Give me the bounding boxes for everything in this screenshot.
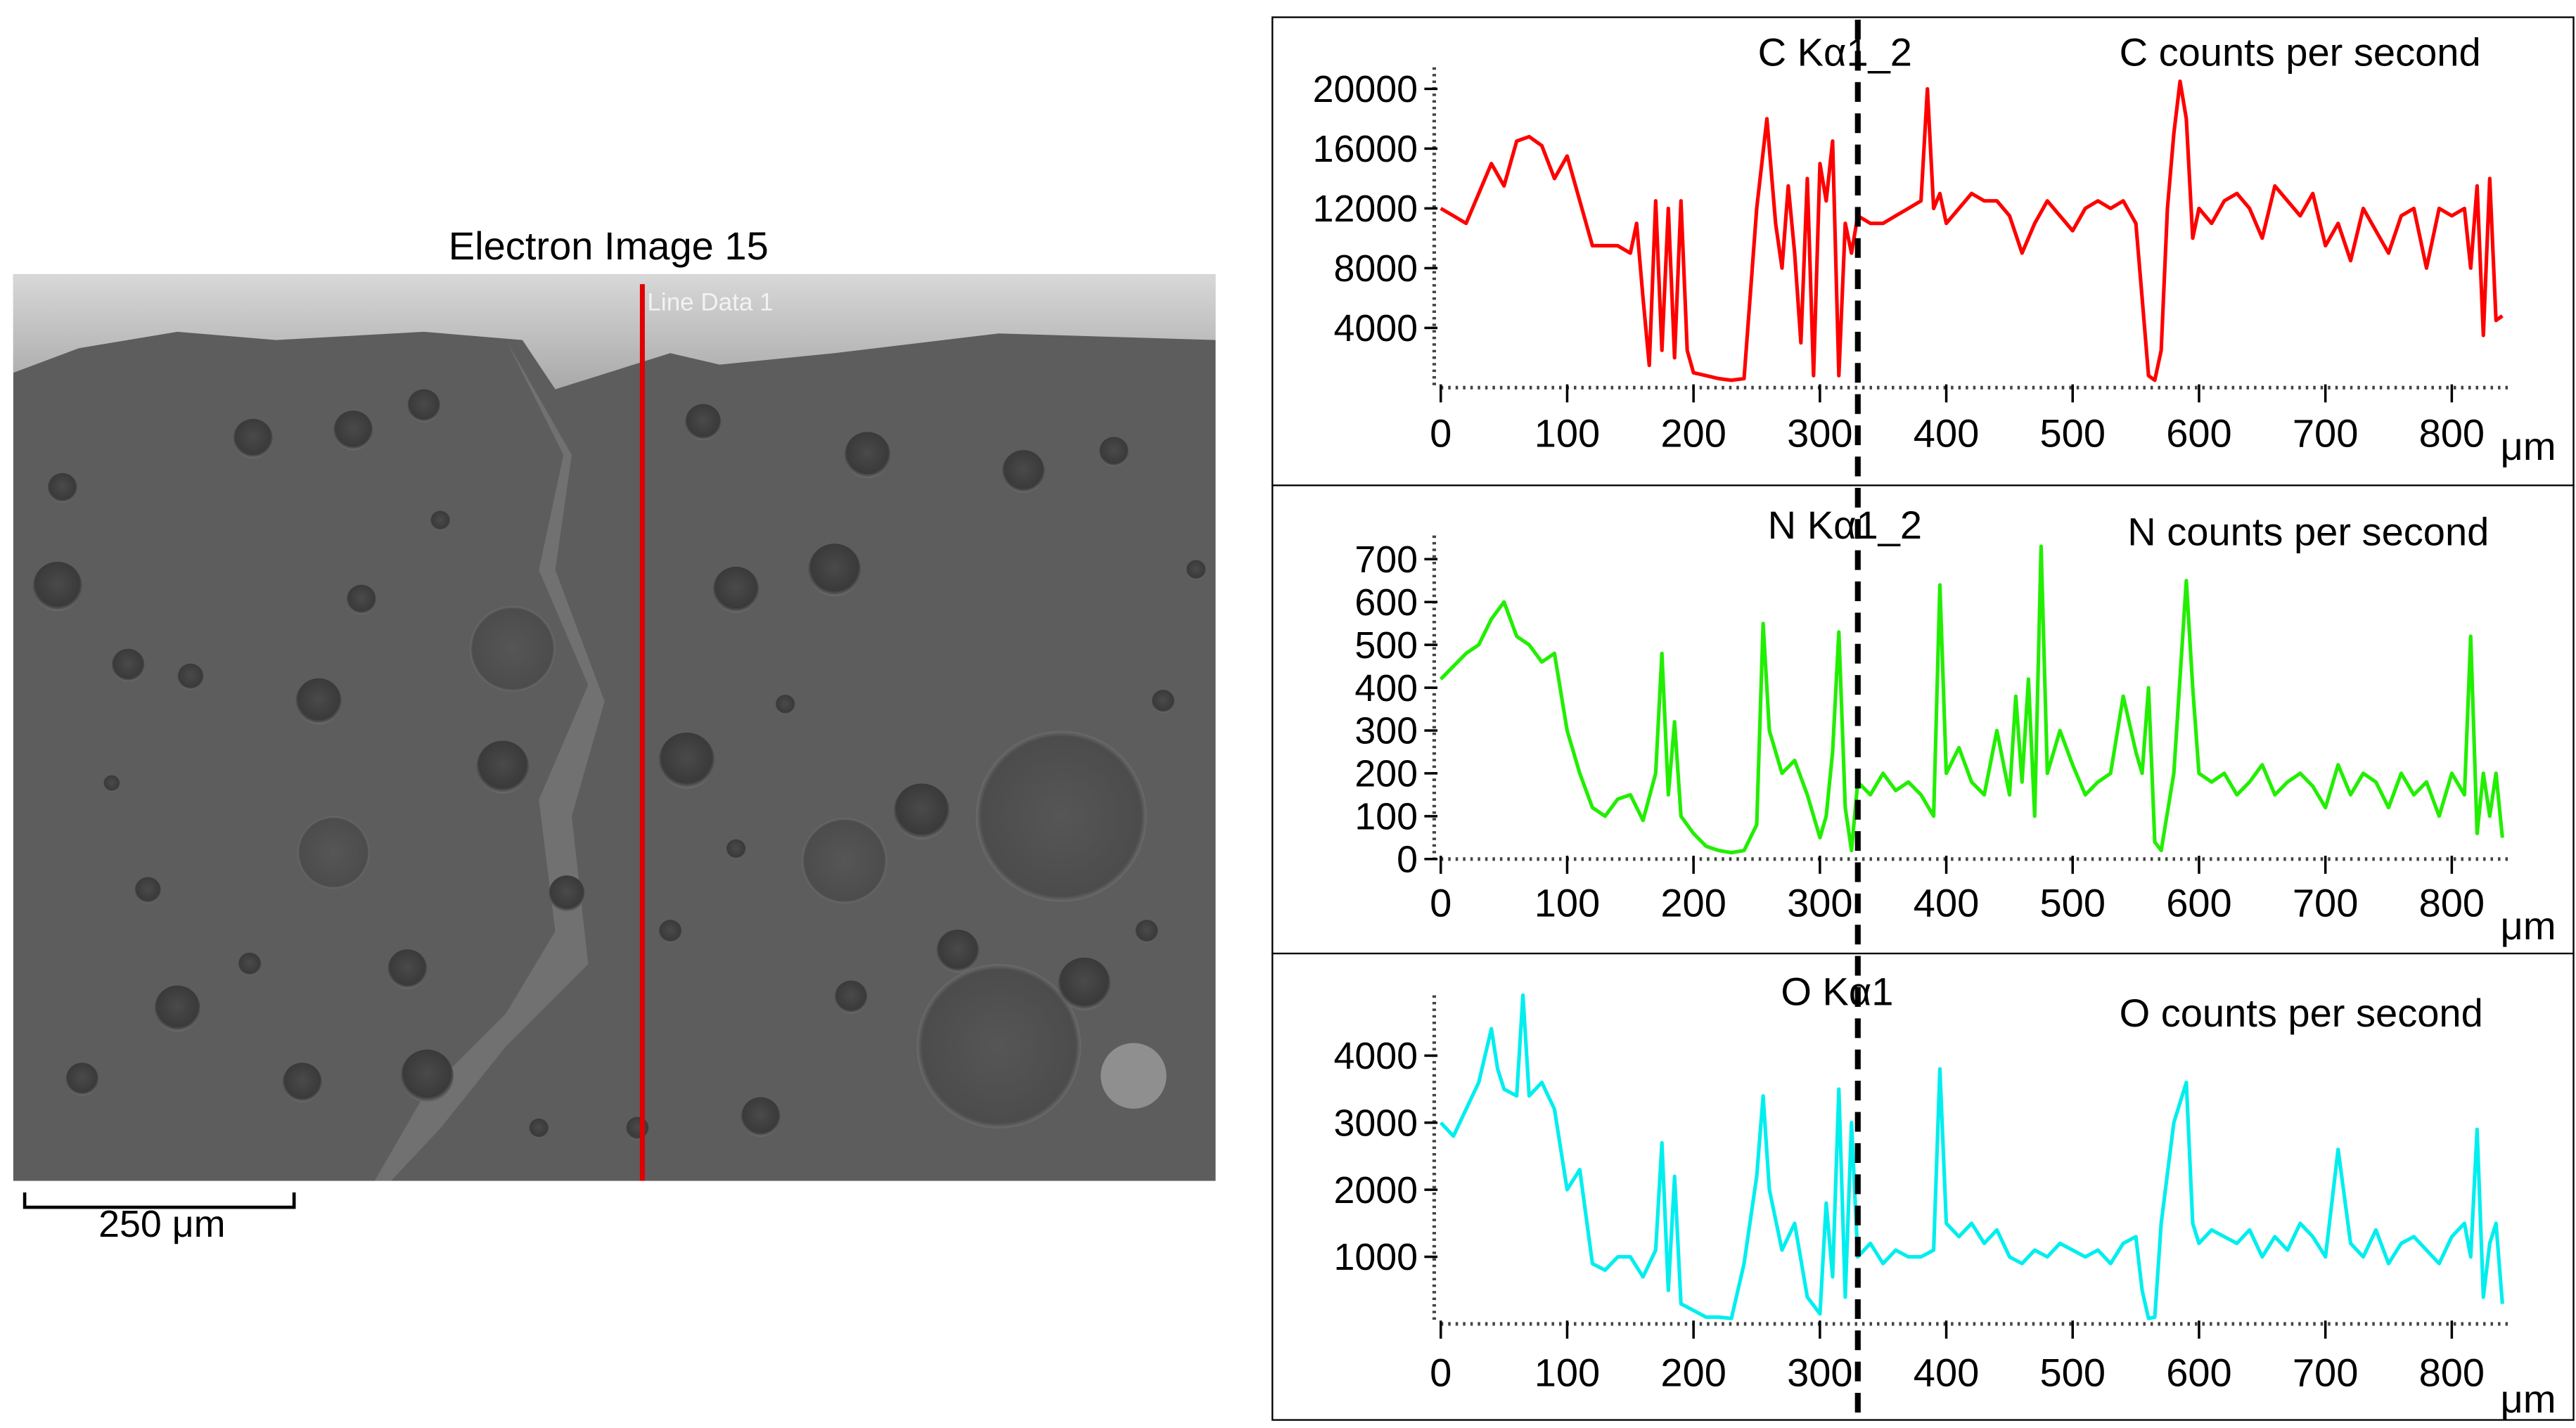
y-tick-label: 400	[1354, 667, 1418, 709]
sem-pores	[32, 389, 1206, 1140]
x-tick-label: 200	[1660, 411, 1726, 455]
scale-bar	[23, 1192, 296, 1209]
x-tick-label: 200	[1660, 881, 1726, 925]
x-tick-label: 800	[2419, 1351, 2485, 1395]
x-tick-label: 500	[2040, 881, 2106, 925]
y-tick-label: 16000	[1313, 128, 1418, 170]
x-tick-label: 400	[1914, 881, 1980, 925]
y-tick-label: 8000	[1334, 247, 1418, 290]
x-tick-label: 600	[2166, 1351, 2232, 1395]
electron-image-title: Electron Image 15	[448, 225, 769, 270]
y-tick-label: 300	[1354, 710, 1418, 752]
y-tick-label: 4000	[1334, 307, 1418, 349]
x-tick-label: 600	[2166, 881, 2232, 925]
y-tick-label: 600	[1354, 581, 1418, 624]
x-tick-label: 700	[2293, 411, 2359, 455]
series-legend: O Kα1	[1781, 970, 1893, 1014]
x-tick-label: 600	[2166, 411, 2232, 455]
x-axis-unit: μm	[2501, 424, 2556, 468]
x-tick-label: 700	[2293, 1351, 2359, 1395]
series-legend: N Kα1_2	[1768, 503, 1922, 547]
x-tick-label: 200	[1660, 1351, 1726, 1395]
y-tick-label: 20000	[1313, 68, 1418, 110]
x-tick-label: 100	[1534, 411, 1601, 455]
y-axis-label: N counts per second	[2127, 510, 2489, 554]
y-tick-label: 500	[1354, 624, 1418, 667]
x-tick-label: 800	[2419, 881, 2485, 925]
x-tick-label: 0	[1430, 1351, 1452, 1395]
x-tick-label: 100	[1534, 881, 1601, 925]
sem-micrograph: Line Data 1	[13, 274, 1216, 1181]
sem-micrograph-image: Line Data 1	[13, 274, 1216, 1181]
x-axis-unit: μm	[2501, 1377, 2556, 1421]
y-tick-label: 0	[1397, 838, 1418, 880]
x-tick-label: 800	[2419, 411, 2485, 455]
chart-frame	[1271, 16, 2575, 1421]
x-tick-label: 400	[1914, 411, 1980, 455]
x-tick-label: 100	[1534, 1351, 1601, 1395]
series-line-c	[1440, 79, 2504, 382]
chart-c: 4000 8000 12000 16000 20000 0 100 200 300 400 500 6…	[1313, 30, 2556, 468]
series-legend: C Kα1_2	[1758, 30, 1912, 74]
y-axis-label: O counts per second	[2120, 991, 2483, 1035]
y-axis-label: C counts per second	[2120, 30, 2481, 74]
chart-o: 1000 2000 3000 4000 0 100 200 300 400 500 600 700 80…	[1334, 970, 2556, 1421]
panel-divider-1	[1271, 484, 2575, 487]
series-line-o	[1439, 993, 2504, 1320]
x-tick-label: 500	[2040, 1351, 2106, 1395]
x-tick-label: 300	[1787, 1351, 1853, 1395]
x-axis-unit: μm	[2501, 903, 2556, 948]
y-tick-label: 200	[1354, 753, 1418, 795]
panel-divider-2	[1271, 952, 2575, 955]
y-tick-label: 12000	[1313, 188, 1418, 230]
y-tick-label: 700	[1354, 539, 1418, 581]
series-line-n	[1439, 544, 2504, 855]
x-tick-label: 0	[1430, 881, 1452, 925]
x-tick-label: 400	[1914, 1351, 1980, 1395]
x-tick-label: 700	[2293, 881, 2359, 925]
x-tick-label: 300	[1787, 411, 1853, 455]
y-tick-label: 1000	[1334, 1236, 1418, 1278]
scale-bar-label: 250 μm	[98, 1202, 226, 1245]
y-tick-label: 4000	[1334, 1035, 1418, 1077]
y-tick-label: 3000	[1334, 1102, 1418, 1144]
y-tick-label: 2000	[1334, 1169, 1418, 1211]
x-tick-label: 300	[1787, 881, 1853, 925]
x-tick-label: 0	[1430, 411, 1452, 455]
line-data-label: Line Data 1	[647, 289, 773, 316]
x-tick-label: 500	[2040, 411, 2106, 455]
y-tick-label: 100	[1354, 796, 1418, 838]
